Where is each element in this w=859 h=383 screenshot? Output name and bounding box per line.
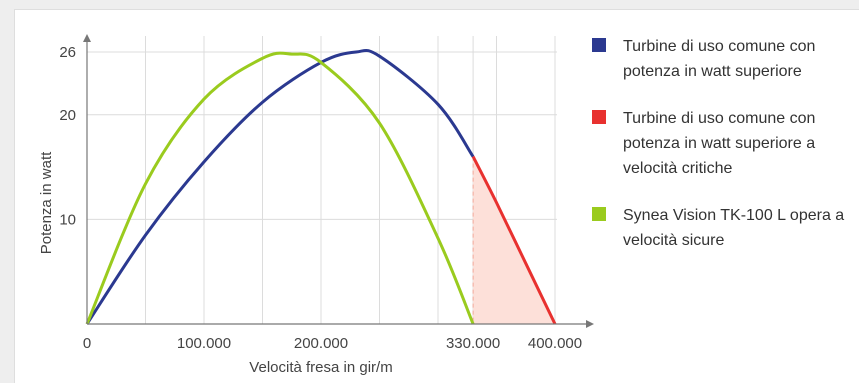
x-tick-label-2: 200.000 — [294, 335, 348, 352]
x-tick-label-0: 0 — [83, 335, 91, 352]
y-tick-label-1: 20 — [59, 107, 76, 124]
legend-label-critical: Turbine di uso comune con potenza in wat… — [623, 110, 816, 177]
series-line-standard — [85, 48, 475, 325]
y-tick-label-0: 10 — [59, 211, 76, 228]
series-line-synea — [85, 51, 475, 325]
legend-swatch-critical — [592, 110, 606, 124]
legend-swatch-standard — [592, 38, 606, 52]
legend: Turbine di uso comune con potenza in wat… — [592, 34, 847, 275]
y-tick-label-2: 26 — [59, 44, 76, 61]
legend-item-standard: Turbine di uso comune con potenza in wat… — [592, 34, 847, 84]
y-axis-title: Potenza in watt — [38, 151, 55, 254]
legend-label-synea: Synea Vision TK-100 L opera a velocità s… — [623, 207, 845, 249]
x-axis-arrow — [586, 320, 594, 328]
legend-swatch-synea — [592, 207, 606, 221]
y-axis-arrow — [83, 34, 91, 42]
x-tick-label-3: 330.000 — [446, 335, 500, 352]
x-tick-label-1: 100.000 — [177, 335, 231, 352]
x-tick-label-4: 400.000 — [528, 335, 582, 352]
legend-item-synea: Synea Vision TK-100 L opera a velocità s… — [592, 203, 847, 253]
legend-label-standard: Turbine di uso comune con potenza in wat… — [623, 38, 816, 80]
chart-card — [14, 9, 859, 383]
x-axis-title: Velocità fresa in gir/m — [249, 359, 392, 376]
legend-item-critical: Turbine di uso comune con potenza in wat… — [592, 106, 847, 181]
series-line-critical — [471, 155, 557, 325]
